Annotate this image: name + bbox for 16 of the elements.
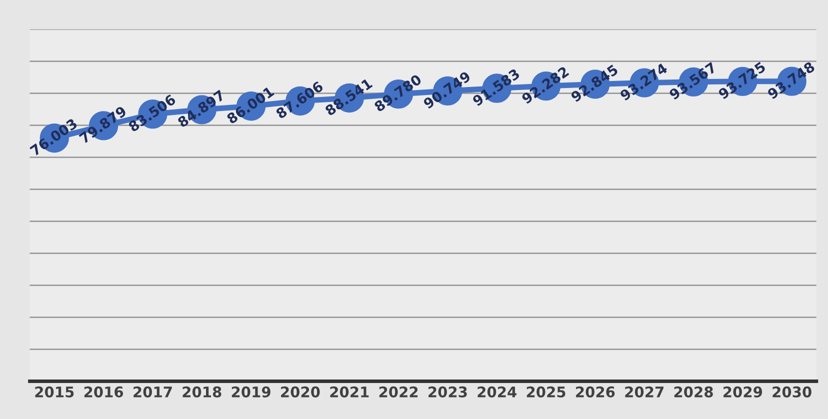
x-tick-label: 2016 [84,386,124,398]
x-tick-label: 2022 [379,386,418,398]
x-tick-label: 2029 [724,386,762,398]
x-tick-label: 2015 [35,386,74,398]
x-tick-label: 2025 [526,386,566,398]
x-tick-label: 2017 [134,386,172,398]
x-tick-label: 2018 [182,386,222,398]
x-tick-label: 2023 [428,386,467,398]
x-tick-label: 2021 [330,386,369,398]
x-tick-label: 2027 [625,386,664,398]
x-tick-label: 2030 [772,386,812,398]
x-tick-label: 2019 [232,386,270,398]
x-tick-label: 2026 [576,386,615,398]
x-tick-label: 2028 [674,386,713,398]
x-tick-label: 2020 [281,386,320,398]
x-tick-label: 2024 [478,386,516,398]
